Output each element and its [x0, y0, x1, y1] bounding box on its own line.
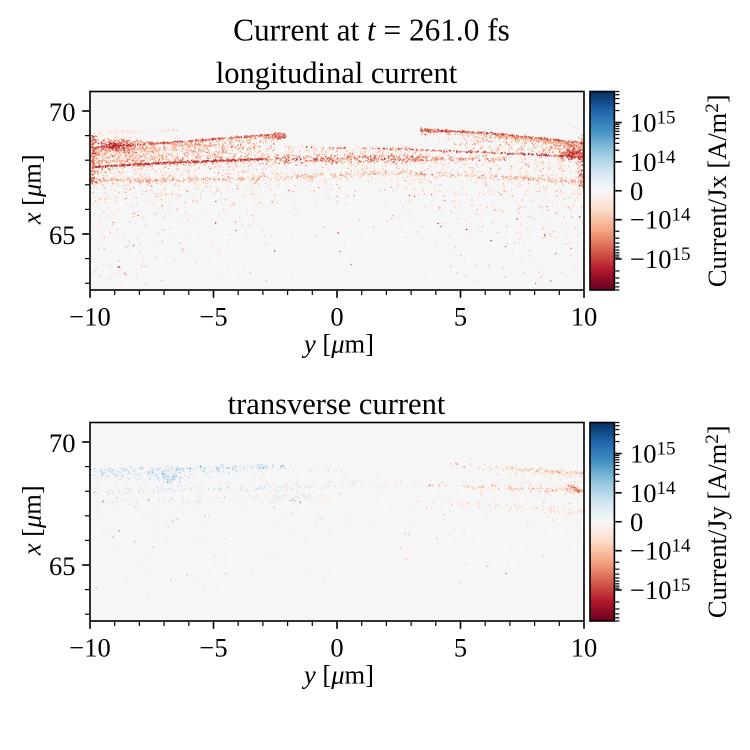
svg-text:65: 65	[49, 220, 76, 250]
svg-text:Current/Jy [A/m2]: Current/Jy [A/m2]	[702, 425, 732, 618]
svg-text:0: 0	[630, 176, 643, 206]
svg-text:x [μm]: x [μm]	[17, 154, 47, 225]
svg-text:0: 0	[330, 633, 343, 663]
svg-text:1014: 1014	[630, 478, 676, 508]
svg-text:65: 65	[49, 551, 76, 581]
svg-text:transverse current: transverse current	[228, 387, 446, 421]
svg-text:Current/Jx [A/m2]: Current/Jx [A/m2]	[702, 94, 732, 287]
svg-text:−10: −10	[69, 302, 110, 332]
svg-text:−5: −5	[199, 302, 227, 332]
svg-text:70: 70	[49, 97, 76, 127]
svg-text:x [μm]: x [μm]	[17, 485, 47, 556]
svg-text:−5: −5	[199, 633, 227, 663]
svg-text:y [μm]: y [μm]	[301, 329, 374, 359]
svg-text:longitudinal current: longitudinal current	[216, 56, 458, 90]
svg-text:−10: −10	[69, 633, 110, 663]
svg-text:0: 0	[630, 507, 643, 537]
svg-text:5: 5	[454, 302, 467, 332]
svg-text:10: 10	[571, 633, 598, 663]
svg-text:10: 10	[571, 302, 598, 332]
svg-text:y [μm]: y [μm]	[301, 660, 374, 690]
svg-text:5: 5	[454, 633, 467, 663]
svg-text:−1015: −1015	[630, 244, 690, 274]
svg-text:70: 70	[49, 428, 76, 458]
svg-text:0: 0	[330, 302, 343, 332]
svg-text:Current at t = 261.0 fs: Current at t = 261.0 fs	[233, 12, 510, 47]
